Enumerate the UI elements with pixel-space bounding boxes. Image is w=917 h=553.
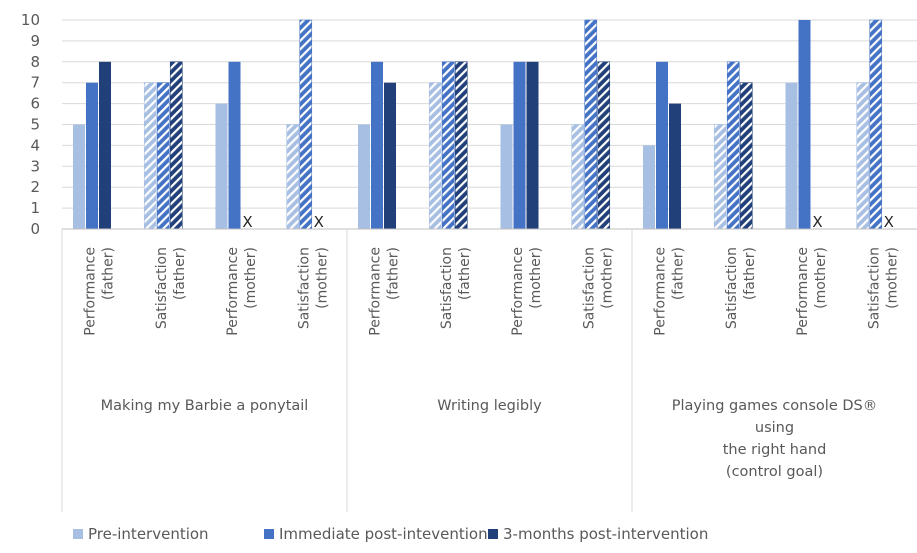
bar [584, 19, 598, 230]
legend-swatch [264, 529, 274, 539]
gridlines [62, 19, 917, 230]
y-tick-label: 8 [30, 53, 40, 71]
bar [798, 20, 811, 229]
category-label: Satisfaction (father) [154, 247, 188, 329]
bar [384, 82, 396, 229]
bar [869, 19, 883, 230]
bar [643, 145, 655, 229]
category-label: Satisfaction (father) [724, 247, 758, 329]
bar [785, 82, 798, 229]
bar [597, 61, 611, 230]
legend-label: Pre-intervention [88, 525, 209, 543]
bar [571, 124, 585, 230]
y-tick-label: 9 [30, 32, 40, 50]
bar [428, 82, 442, 230]
category-label: Performance (father) [368, 247, 402, 336]
legend-label: 3-months post-intervention [503, 525, 708, 543]
bar [500, 124, 513, 229]
bar [73, 124, 85, 229]
bar [441, 61, 455, 230]
bar [156, 82, 170, 230]
bar [454, 61, 468, 230]
y-tick-label: 5 [30, 116, 40, 134]
group-label: Making my Barbie a ponytail [101, 398, 309, 414]
y-tick-label: 1 [30, 199, 40, 217]
y-tick-label: 10 [21, 11, 40, 29]
bar [526, 61, 539, 229]
y-tick-label: 7 [30, 74, 40, 92]
group-label: Writing legibly [437, 398, 542, 414]
bar [656, 61, 668, 229]
missing-value-marker: X [314, 213, 324, 231]
y-axis: 0 1 2 3 4 5 6 7 8 9 10 [21, 11, 40, 238]
bar [299, 19, 313, 230]
category-label: Performance (father) [83, 247, 117, 336]
category-label: Satisfaction (mother) [866, 247, 900, 329]
missing-value-marker: X [242, 213, 252, 231]
bar [228, 61, 241, 229]
missing-value-marker: X [812, 213, 822, 231]
bar [143, 82, 157, 230]
group-label: Playing games console DS® using the right … [672, 398, 877, 480]
y-tick-label: 0 [30, 220, 40, 238]
bar [713, 124, 727, 230]
bar [358, 124, 370, 229]
bar [86, 82, 98, 229]
bar [726, 61, 740, 230]
x-axis: Performance (father) Satisfaction (father) P… [61, 228, 917, 512]
category-label: Performance (mother) [510, 247, 544, 336]
bar [739, 82, 753, 230]
category-label: Satisfaction (mother) [296, 247, 330, 329]
legend-swatch [488, 529, 498, 539]
bar [215, 103, 228, 229]
category-label: Performance (mother) [795, 247, 829, 336]
bar [371, 61, 383, 229]
category-label: Satisfaction (mother) [581, 247, 615, 329]
bar [856, 82, 870, 230]
y-tick-label: 3 [30, 157, 40, 175]
category-label: Performance (mother) [225, 247, 259, 336]
y-tick-label: 4 [30, 136, 40, 154]
bar [169, 61, 183, 230]
legend: Pre-intervention Immediate post-inteventi… [73, 525, 708, 543]
bar [99, 61, 111, 229]
missing-value-marker: X [884, 213, 894, 231]
bar [669, 103, 681, 229]
category-label: Satisfaction (father) [439, 247, 473, 329]
bar [286, 124, 300, 230]
y-tick-label: 6 [30, 95, 40, 113]
legend-label: Immediate post-intevention [279, 525, 488, 543]
bar [513, 61, 526, 229]
legend-swatch [73, 529, 83, 539]
category-label: Performance (father) [653, 247, 687, 336]
y-tick-label: 2 [30, 178, 40, 196]
